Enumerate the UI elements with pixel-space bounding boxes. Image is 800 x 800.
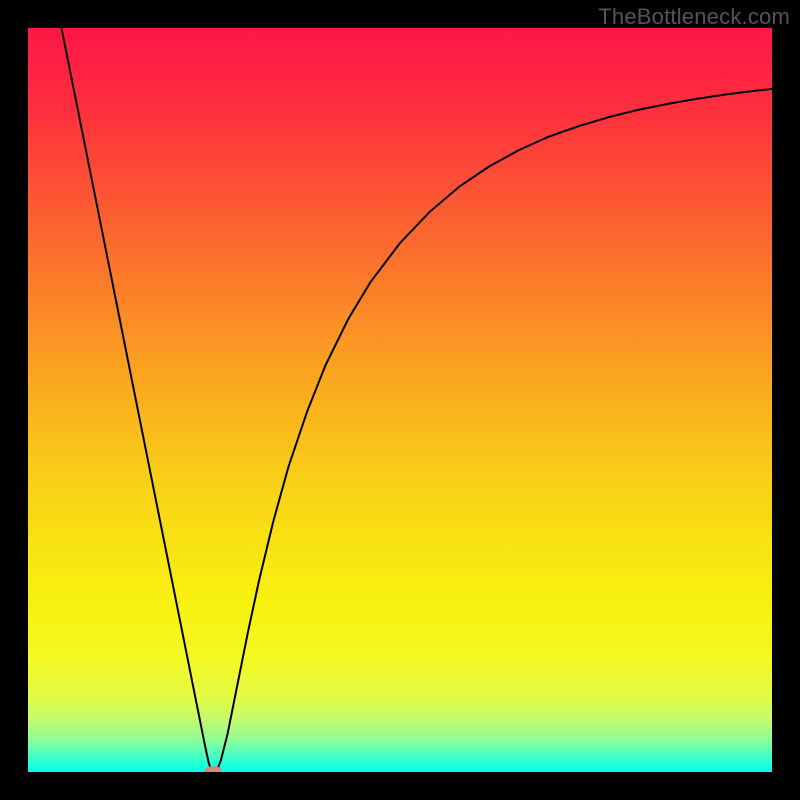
minimum-marker [204,766,222,778]
bottleneck-chart [0,0,800,800]
watermark-text: TheBottleneck.com [598,4,790,30]
plot-background [28,28,772,772]
